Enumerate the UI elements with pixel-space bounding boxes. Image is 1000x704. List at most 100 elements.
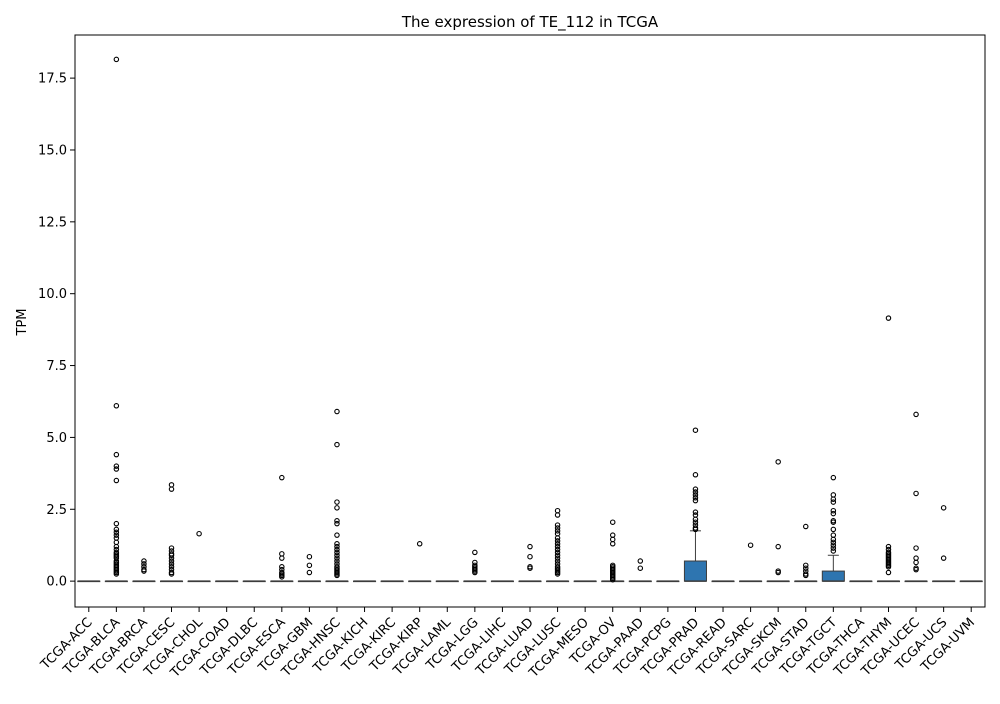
- outlier-point: [692, 512, 699, 518]
- outlier-point: [830, 474, 837, 481]
- outlier-point: [940, 505, 947, 511]
- outlier-point: [830, 548, 837, 554]
- outlier-point: [775, 569, 781, 576]
- outlier-point: [141, 558, 147, 564]
- y-tick-label: 17.5: [38, 72, 67, 87]
- y-axis-label: TPM: [15, 309, 30, 337]
- box: [683, 560, 707, 582]
- outlier-point: [609, 519, 616, 525]
- outlier-point: [554, 512, 561, 518]
- outlier-point: [885, 315, 892, 321]
- outlier-point: [830, 510, 837, 517]
- outlier-point: [334, 543, 340, 550]
- outlier-point: [692, 486, 699, 492]
- outlier-point: [113, 526, 120, 533]
- outlier-point: [692, 489, 699, 495]
- y-tick-label: 15.0: [38, 143, 67, 158]
- outlier-point: [168, 552, 175, 559]
- outlier-point: [168, 561, 175, 567]
- outlier-point: [279, 555, 285, 561]
- outlier-point: [830, 526, 837, 533]
- outlier-point: [334, 555, 340, 561]
- outlier-point: [747, 542, 754, 548]
- outlier-point: [692, 492, 699, 498]
- outlier-point: [113, 451, 120, 458]
- outlier-point: [803, 523, 809, 530]
- outlier-point: [113, 403, 120, 409]
- outlier-point: [609, 532, 616, 538]
- outlier-point: [113, 571, 120, 577]
- outlier-point: [113, 463, 120, 469]
- outlier-point: [306, 562, 313, 569]
- outlier-point: [279, 574, 285, 580]
- outlier-point: [554, 528, 561, 534]
- outlier-point: [692, 516, 699, 523]
- outlier-point: [609, 541, 616, 547]
- outlier-point: [113, 543, 120, 550]
- outlier-point: [334, 552, 340, 559]
- outlier-point: [334, 441, 340, 448]
- outlier-point: [830, 539, 837, 546]
- outlier-point: [830, 542, 837, 548]
- outlier-point: [913, 545, 919, 551]
- outlier-point: [141, 568, 147, 574]
- y-tick-label: 10.0: [38, 287, 67, 302]
- outlier-point: [637, 565, 644, 571]
- outlier-point: [306, 553, 313, 560]
- plot-frame: [74, 34, 986, 608]
- outlier-point: [554, 522, 561, 528]
- outlier-point: [830, 492, 837, 498]
- outlier-point: [554, 507, 561, 514]
- outlier-point: [113, 466, 120, 472]
- outlier-point: [830, 545, 837, 551]
- outlier-point: [416, 541, 423, 547]
- outlier-point: [830, 507, 837, 514]
- outlier-point: [472, 549, 478, 556]
- outlier-point: [168, 486, 175, 492]
- outlier-point: [113, 56, 120, 63]
- outlier-point: [554, 555, 561, 561]
- outlier-point: [334, 518, 340, 524]
- outlier-point: [279, 474, 285, 481]
- outlier-point: [775, 543, 781, 550]
- outlier-point: [913, 555, 919, 561]
- outlier-point: [637, 558, 644, 564]
- outlier-point: [554, 558, 561, 564]
- outlier-point: [554, 541, 561, 547]
- outlier-point: [830, 532, 837, 538]
- outlier-point: [692, 526, 699, 533]
- outlier-point: [554, 543, 561, 550]
- y-tick-label: 12.5: [38, 215, 67, 230]
- outlier-point: [554, 549, 561, 556]
- plot-area: 0.02.55.07.510.012.515.017.5TCGA-ACCTCGA…: [38, 34, 986, 681]
- outlier-point: [885, 543, 892, 550]
- outlier-point: [334, 546, 340, 553]
- outlier-point: [692, 509, 699, 515]
- outlier-point: [334, 532, 340, 538]
- outlier-point: [692, 497, 699, 504]
- outlier-point: [334, 505, 340, 511]
- outlier-point: [113, 532, 120, 538]
- outlier-point: [168, 564, 175, 570]
- outlier-point: [554, 571, 561, 577]
- outlier-point: [527, 565, 533, 571]
- outlier-point: [113, 477, 120, 484]
- outlier-point: [830, 536, 837, 543]
- outlier-point: [554, 546, 561, 553]
- outlier-point: [527, 543, 533, 550]
- y-tick-label: 2.5: [46, 503, 67, 518]
- outlier-point: [554, 535, 561, 541]
- outlier-point: [609, 536, 616, 543]
- outlier-point: [803, 562, 809, 569]
- box: [821, 570, 845, 582]
- outlier-point: [279, 551, 285, 557]
- outlier-point: [168, 558, 175, 564]
- outlier-point: [168, 555, 175, 561]
- outlier-point: [692, 495, 699, 501]
- outlier-point: [913, 566, 919, 573]
- outlier-point: [196, 530, 202, 537]
- outlier-point: [334, 558, 340, 564]
- outlier-point: [913, 411, 919, 418]
